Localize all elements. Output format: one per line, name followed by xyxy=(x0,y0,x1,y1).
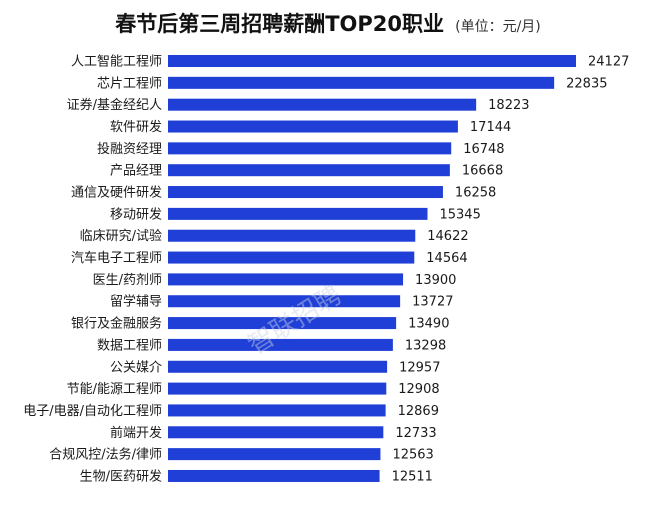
plot-area: 人工智能工程师 24127 芯片工程师 22835 证券/基金经纪人 18223 软件研发 1… xyxy=(23,55,629,485)
value-label: 16748 xyxy=(463,142,504,157)
category-label: 银行及金融服务 xyxy=(71,316,162,332)
value-label: 14564 xyxy=(426,251,467,266)
bar xyxy=(168,120,458,133)
category-label: 通信及硬件研发 xyxy=(71,185,162,201)
value-label: 12563 xyxy=(392,448,433,463)
value-label: 12908 xyxy=(398,382,439,397)
category-label: 医生/药剂师 xyxy=(93,273,162,288)
value-label: 24127 xyxy=(588,55,629,70)
value-label: 14622 xyxy=(427,229,468,244)
category-label: 留学辅导 xyxy=(110,294,162,310)
value-label: 16258 xyxy=(455,186,496,201)
bar xyxy=(168,338,393,351)
bar xyxy=(168,317,397,330)
value-label: 12957 xyxy=(399,360,440,375)
bar xyxy=(168,360,388,373)
chart-header: 春节后第三周招聘薪酬TOP20职业 (单位：元/月) xyxy=(0,8,656,38)
value-label: 13900 xyxy=(415,273,456,288)
value-label: 13490 xyxy=(408,317,449,332)
value-label: 13727 xyxy=(412,295,453,310)
bar xyxy=(168,448,381,461)
bar xyxy=(168,469,380,482)
bar xyxy=(168,251,415,264)
value-label: 12869 xyxy=(398,404,439,419)
category-label: 汽车电子工程师 xyxy=(71,250,162,266)
value-label: 17144 xyxy=(470,120,511,135)
category-label: 合规风控/法务/律师 xyxy=(49,447,162,463)
category-label: 投融资经理 xyxy=(97,141,162,157)
bar xyxy=(168,142,452,155)
bar xyxy=(168,229,416,242)
category-label: 电子/电器/自动化工程师 xyxy=(23,404,162,419)
bar xyxy=(168,186,443,199)
bar xyxy=(168,404,386,417)
category-label: 芯片工程师 xyxy=(97,76,162,91)
bar xyxy=(168,426,384,439)
value-label: 12511 xyxy=(392,469,433,484)
bar xyxy=(168,207,428,220)
bar xyxy=(168,98,477,111)
category-label: 前端开发 xyxy=(110,425,162,441)
bar xyxy=(168,55,576,67)
value-label: 16668 xyxy=(462,164,503,179)
category-label: 公关媒介 xyxy=(110,360,162,375)
value-label: 15345 xyxy=(439,207,480,222)
category-label: 产品经理 xyxy=(110,164,162,179)
category-label: 软件研发 xyxy=(110,119,162,135)
category-label: 移动研发 xyxy=(110,206,162,222)
bar xyxy=(168,273,404,286)
value-label: 13298 xyxy=(405,338,446,353)
bar xyxy=(168,382,387,395)
value-label: 12733 xyxy=(395,426,436,441)
bar xyxy=(168,76,555,89)
category-label: 临床研究/试验 xyxy=(80,228,162,244)
bar xyxy=(168,164,450,177)
category-label: 节能/能源工程师 xyxy=(67,382,162,397)
category-label: 生物/医药研发 xyxy=(80,468,162,484)
chart-title: 春节后第三周招聘薪酬TOP20职业 xyxy=(115,12,445,36)
bar xyxy=(168,295,401,308)
category-label: 证券/基金经纪人 xyxy=(67,97,162,113)
value-label: 18223 xyxy=(488,98,529,113)
value-label: 22835 xyxy=(566,76,607,91)
category-label: 数据工程师 xyxy=(97,338,162,353)
category-label: 人工智能工程师 xyxy=(71,55,162,70)
chart-unit: (单位：元/月) xyxy=(455,19,541,35)
